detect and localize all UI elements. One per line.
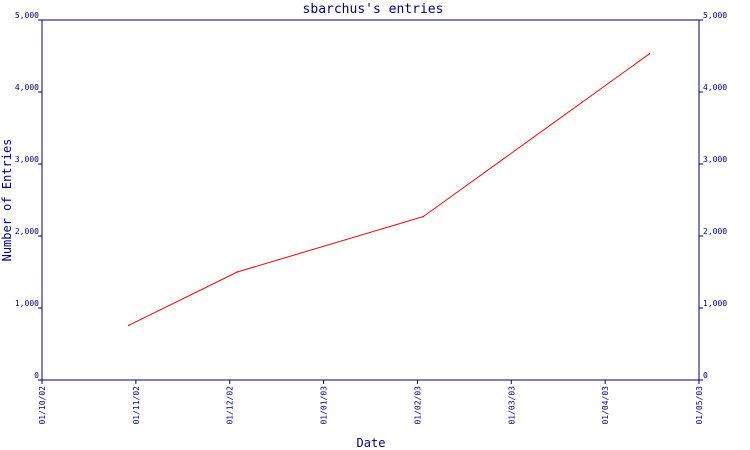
y-tick-label-left: 1,000 (15, 299, 39, 308)
x-tick-label: 01/12/02 (226, 386, 235, 425)
x-tick-label: 01/02/03 (413, 386, 422, 425)
chart-title: sbarchus's entries (303, 2, 444, 17)
x-tick-label: 01/10/02 (38, 386, 47, 425)
series-line-0 (128, 53, 650, 326)
data-point (422, 215, 424, 218)
y-axis-left: 0 1,000 2,000 3,000 4,000 5,000 (15, 11, 42, 381)
data-point (648, 53, 651, 55)
x-tick-label: 01/05/03 (695, 386, 704, 425)
x-tick-label: 01/03/03 (507, 386, 516, 425)
y-tick-label-right: 4,000 (703, 83, 727, 92)
x-tick-label: 01/04/03 (601, 386, 610, 425)
y-axis-title: Number of Entries (0, 139, 14, 262)
y-tick-label-left: 5,000 (15, 11, 39, 20)
y-tick-label-right: 1,000 (703, 299, 727, 308)
data-point (127, 324, 130, 327)
y-tick-label-left: 0 (34, 371, 39, 380)
data-point (236, 271, 239, 273)
plot-frame (41, 19, 700, 381)
y-tick-label-left: 3,000 (15, 155, 39, 164)
y-tick-label-left: 2,000 (15, 227, 39, 236)
y-tick-label-right: 0 (703, 371, 708, 380)
x-tick-label: 01/01/03 (320, 386, 329, 425)
y-axis-right: 0 1,000 2,000 3,000 4,000 5,000 (699, 11, 727, 381)
y-tick-label-right: 3,000 (703, 155, 727, 164)
x-tick-label: 01/11/02 (132, 386, 141, 425)
x-axis-title: Date (357, 436, 386, 450)
y-tick-label-right: 5,000 (703, 11, 727, 20)
y-tick-label-right: 2,000 (703, 227, 727, 236)
x-axis: 01/10/02 01/11/02 01/12/02 01/01/03 01/02/03… (38, 380, 704, 425)
y-tick-label-left: 4,000 (15, 83, 39, 92)
series-layer (127, 53, 651, 327)
